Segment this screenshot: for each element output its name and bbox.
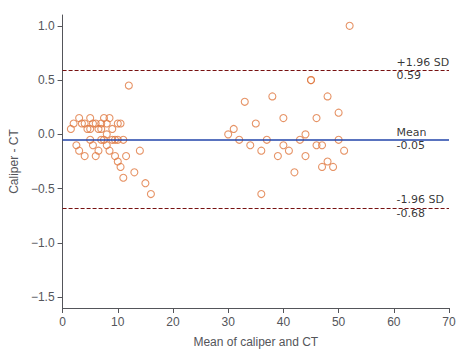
svg-text:Caliper - CT: Caliper - CT (7, 128, 21, 193)
svg-text:-1.96 SD: -1.96 SD (397, 193, 444, 206)
svg-text:Mean of caliper and CT: Mean of caliper and CT (193, 335, 318, 349)
svg-text:20: 20 (166, 315, 180, 329)
svg-text:Mean: Mean (397, 126, 427, 139)
svg-text:-0.68: -0.68 (397, 207, 425, 220)
svg-text:60: 60 (387, 315, 401, 329)
svg-text:−1.5: −1.5 (31, 290, 55, 304)
svg-text:0.0: 0.0 (38, 127, 55, 141)
svg-text:1.0: 1.0 (38, 19, 55, 33)
svg-text:+1.96 SD: +1.96 SD (397, 56, 450, 69)
svg-text:40: 40 (277, 315, 291, 329)
svg-text:−1.0: −1.0 (31, 236, 55, 250)
svg-text:-0.05: -0.05 (396, 138, 425, 152)
svg-text:50: 50 (332, 315, 346, 329)
svg-text:0: 0 (59, 315, 66, 329)
svg-text:0.5: 0.5 (38, 73, 55, 87)
svg-text:30: 30 (222, 315, 236, 329)
svg-text:10: 10 (111, 315, 125, 329)
svg-text:−0.5: −0.5 (31, 182, 55, 196)
svg-text:0.59: 0.59 (397, 69, 422, 82)
svg-text:70: 70 (442, 315, 456, 329)
